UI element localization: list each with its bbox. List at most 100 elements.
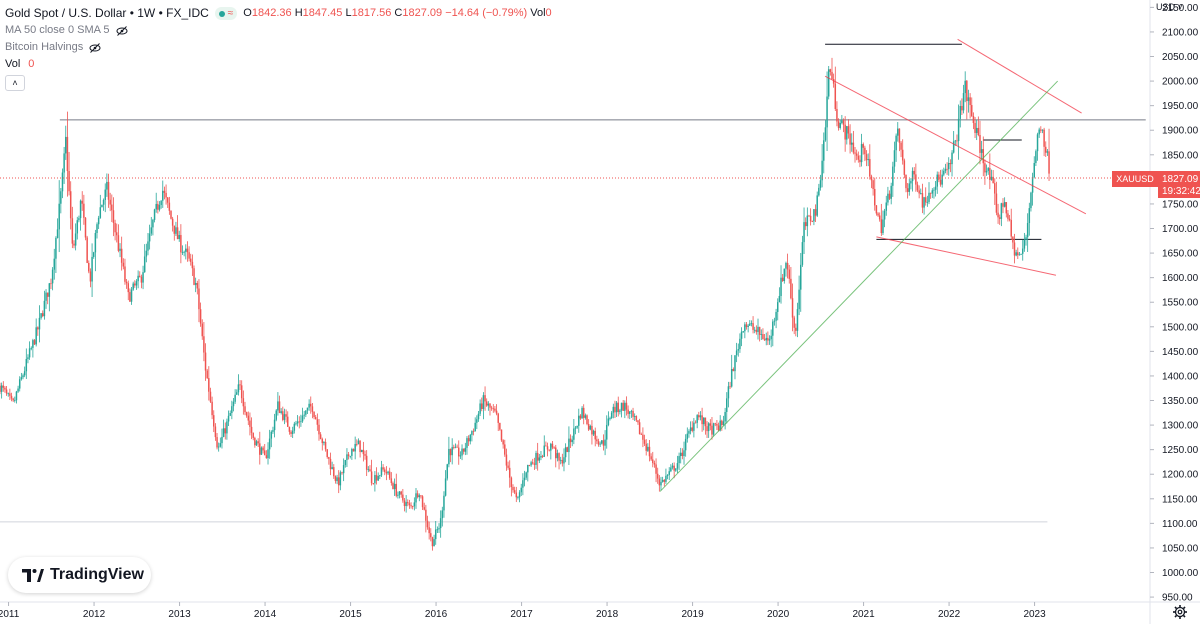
candle-body xyxy=(74,233,77,246)
candle-body xyxy=(750,323,753,324)
candle-body xyxy=(943,170,945,175)
candle-body xyxy=(122,262,125,267)
candle-body xyxy=(173,225,176,234)
candle-body xyxy=(120,248,123,263)
candle-body xyxy=(665,475,667,482)
candle-body xyxy=(622,402,624,411)
candle-body xyxy=(206,370,208,379)
candle-body xyxy=(520,487,522,493)
candle-body xyxy=(574,427,577,429)
candle-body xyxy=(885,202,888,211)
candle-body xyxy=(924,197,927,203)
candle-body xyxy=(245,412,248,416)
candle-body xyxy=(298,421,301,423)
candle-body xyxy=(143,256,146,273)
candle-body xyxy=(846,126,848,140)
chart-pane[interactable] xyxy=(0,0,1150,602)
candle-body xyxy=(1046,151,1049,153)
candle-body xyxy=(749,323,751,326)
price-scale[interactable]: 950.00 1000.00 1050.00 1100.00 1150.00 1200.0… xyxy=(1150,3,1199,604)
candle-body xyxy=(635,416,638,421)
indicator-halvings-label[interactable]: Bitcoin Halvings xyxy=(5,41,84,53)
candle-body xyxy=(209,391,212,402)
candle-body xyxy=(53,258,56,270)
candle-body xyxy=(905,174,907,189)
hidden-eye-icon[interactable] xyxy=(89,42,101,54)
collapse-legend-button[interactable]: ˄ xyxy=(5,75,25,91)
candle-body xyxy=(566,447,569,453)
candle-body xyxy=(33,340,36,345)
symbol-title[interactable]: Gold Spot / U.S. Dollar • 1W • FX_IDC xyxy=(5,6,209,20)
candle-body xyxy=(624,402,626,411)
candle-body xyxy=(388,471,391,479)
candle-body xyxy=(959,105,962,119)
hidden-eye-icon[interactable] xyxy=(116,25,128,37)
candle-body xyxy=(347,454,350,457)
candle-body xyxy=(112,210,115,223)
candle-body xyxy=(555,447,557,459)
candle-body xyxy=(1040,129,1042,131)
trend-line-drawing[interactable] xyxy=(957,38,1082,114)
candle-body xyxy=(865,154,868,161)
price-tick-label: 1350.00 xyxy=(1162,396,1199,407)
candle-body xyxy=(961,105,963,111)
time-tick-label: 2014 xyxy=(254,609,277,620)
candle-body xyxy=(30,347,32,349)
candle-body xyxy=(153,209,156,220)
candle-body xyxy=(508,467,511,478)
candle-body xyxy=(155,203,157,210)
currency-selector[interactable]: USD ˅ xyxy=(1156,2,1183,12)
candle-body xyxy=(755,329,758,332)
candle-body xyxy=(957,118,960,142)
candle-body xyxy=(1031,177,1034,193)
candle-body xyxy=(918,190,920,194)
candle-body xyxy=(582,407,585,418)
candle-body xyxy=(217,446,220,448)
candle-body xyxy=(808,215,810,217)
trendline-layer[interactable] xyxy=(659,38,1087,492)
candle-body xyxy=(40,313,42,318)
time-scale[interactable]: 2011 2012 2013 2014 2015 2016 2017 2018 2019 2020… xyxy=(0,602,1046,620)
indicator-vol-row[interactable]: Vol 0 xyxy=(5,56,552,73)
trend-line-drawing[interactable] xyxy=(876,236,1057,276)
candle-body xyxy=(1036,134,1039,152)
candle-body xyxy=(89,271,92,282)
candle-body xyxy=(670,467,672,472)
candle-body xyxy=(27,357,29,359)
candle-body xyxy=(104,189,106,200)
symbol-row: Gold Spot / U.S. Dollar • 1W • FX_IDC ≈ … xyxy=(5,5,552,22)
candle-body xyxy=(61,172,64,192)
candle-body xyxy=(250,426,253,433)
market-status-pill[interactable]: ≈ xyxy=(214,7,238,20)
candle-body xyxy=(101,204,103,208)
candle-body xyxy=(140,276,143,283)
indicator-vol-label[interactable]: Vol xyxy=(5,58,21,70)
candle-body xyxy=(546,446,549,450)
candle-body xyxy=(823,140,825,161)
candle-body xyxy=(37,327,39,330)
candle-body xyxy=(900,142,902,150)
candle-body xyxy=(844,124,846,140)
candle-body xyxy=(538,457,541,461)
indicator-halvings-row[interactable]: Bitcoin Halvings xyxy=(5,39,552,56)
tradingview-logo[interactable]: TradingView xyxy=(8,557,151,593)
candle-body xyxy=(939,179,942,185)
indicator-ma-label[interactable]: MA 50 close 0 SMA 5 xyxy=(5,24,110,36)
candle-body xyxy=(956,140,958,142)
candle-body xyxy=(226,421,228,434)
gear-icon[interactable] xyxy=(1172,604,1188,620)
time-tick-label: 2020 xyxy=(767,609,790,620)
candle-body xyxy=(69,191,72,219)
indicator-ma-row[interactable]: MA 50 close 0 SMA 5 xyxy=(5,22,552,39)
candle-body xyxy=(605,424,608,440)
candle-body xyxy=(821,160,823,181)
candle-body xyxy=(893,150,896,167)
candle-body xyxy=(895,135,897,151)
trend-line-drawing[interactable] xyxy=(659,80,1059,492)
candle-body xyxy=(806,215,809,227)
price-tick-label: 1550.00 xyxy=(1162,298,1199,309)
candle-body xyxy=(589,425,592,430)
trend-line-drawing[interactable] xyxy=(824,75,1087,215)
candle-body xyxy=(436,529,439,531)
